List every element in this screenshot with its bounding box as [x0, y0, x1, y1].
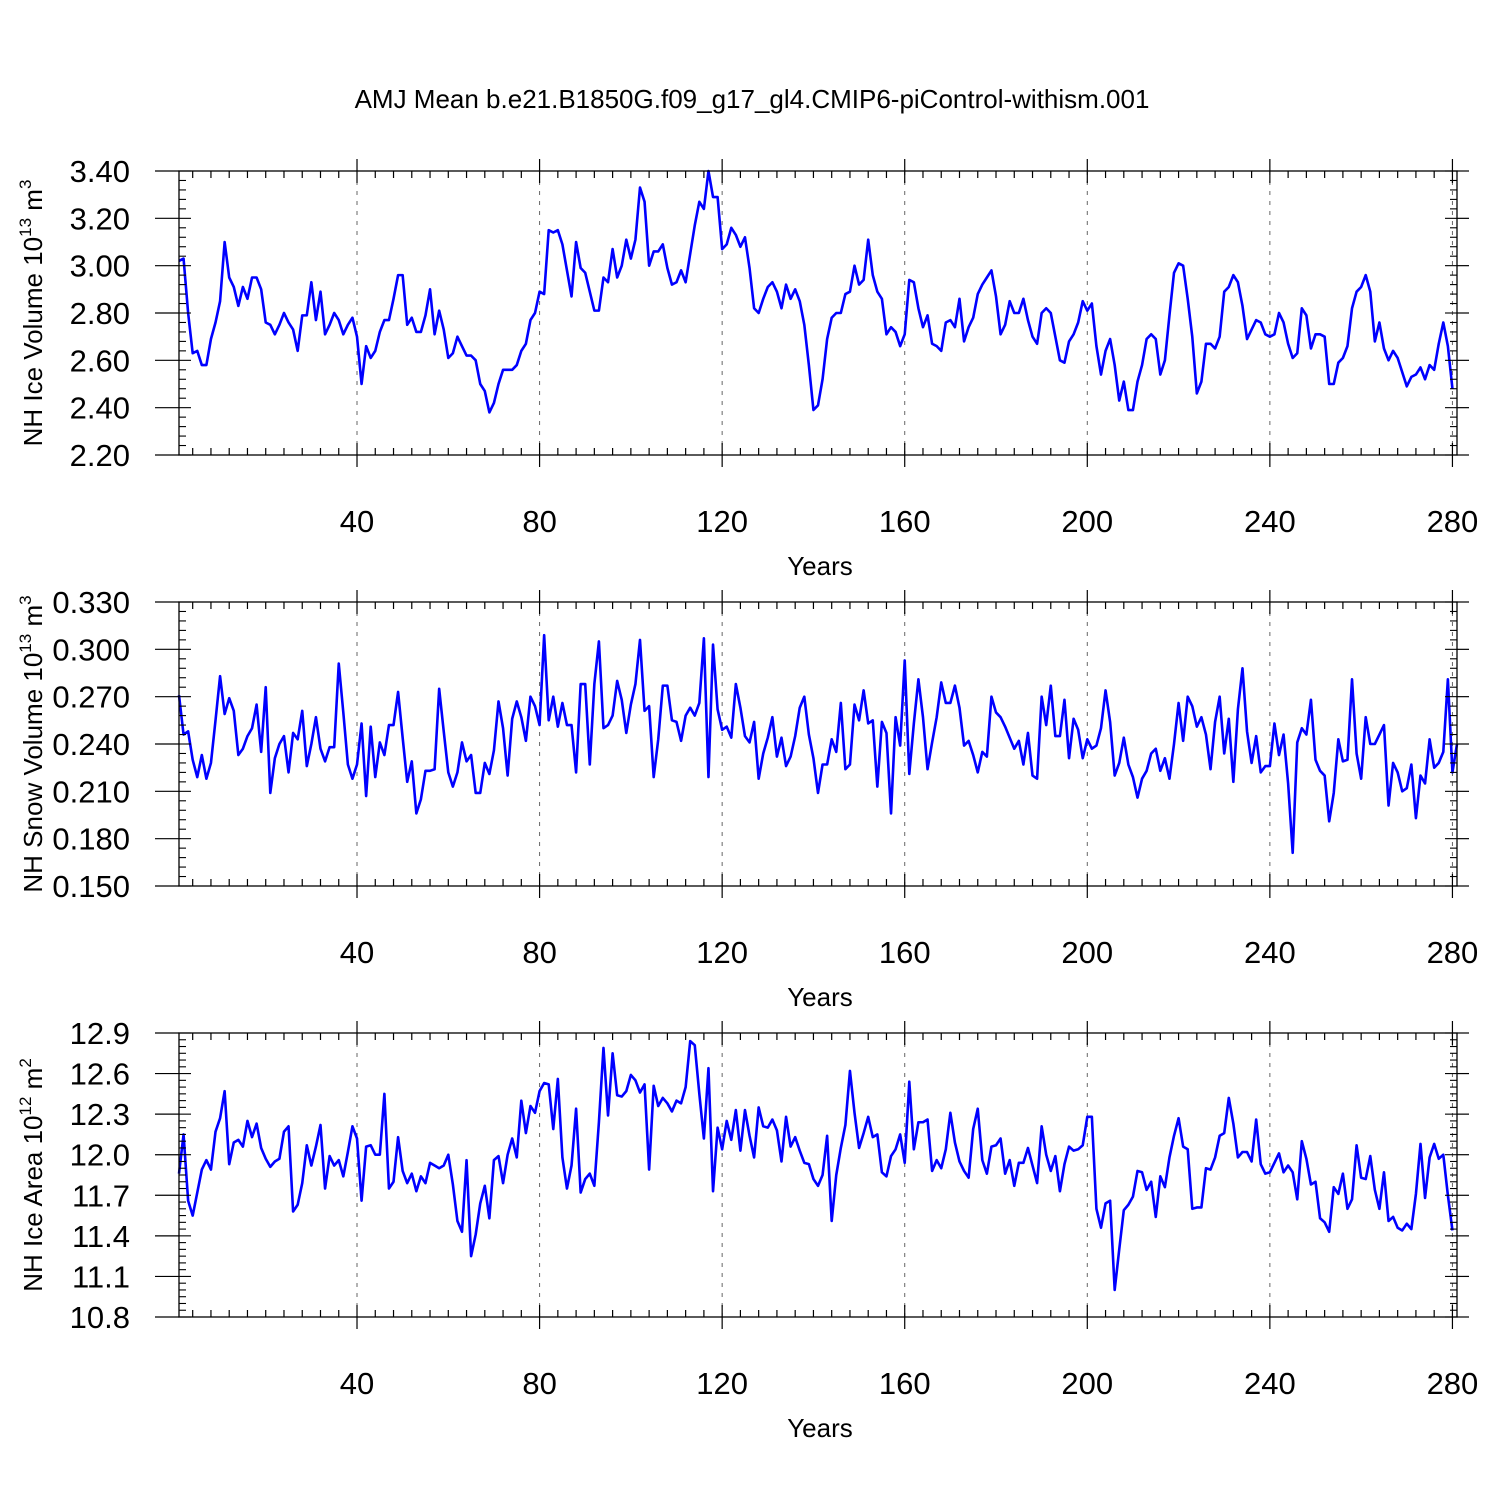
x-tick-label: 40 — [340, 504, 374, 539]
y-tick-label: 2.40 — [70, 391, 130, 426]
y-tick-label: 12.6 — [70, 1057, 130, 1092]
y-tick-label: 0.150 — [52, 869, 130, 904]
x-axis-label: Years — [787, 982, 853, 1012]
x-tick-label: 240 — [1244, 1366, 1296, 1401]
y-axis-label: NH Ice Area 1012 m2 — [16, 1058, 48, 1292]
x-tick-label: 160 — [879, 1366, 931, 1401]
y-tick-label: 0.300 — [52, 632, 130, 667]
y-axis-label-exponent: 13 — [16, 218, 35, 237]
plot-frame — [178, 1032, 1458, 1318]
x-tick-label: 80 — [522, 935, 556, 970]
series-line — [177, 633, 1459, 855]
y-tick-label: 0.210 — [52, 774, 130, 809]
y-tick-label: 11.1 — [72, 1259, 130, 1294]
x-tick-label: 120 — [696, 1366, 748, 1401]
y-tick-label: 0.330 — [52, 585, 130, 620]
x-tick-label: 280 — [1427, 1366, 1479, 1401]
x-tick-label: 280 — [1427, 504, 1479, 539]
x-tick-label: 80 — [522, 504, 556, 539]
x-tick-label: 200 — [1061, 504, 1113, 539]
series-line — [178, 169, 1454, 414]
y-tick-label: 2.60 — [70, 343, 130, 378]
series-line — [177, 1039, 1454, 1292]
y-tick-label: 11.4 — [72, 1219, 130, 1254]
chart-panel-2: 0.150 0.180 0.210 0.240 0.270 0.300 0.330 40 80 1… — [16, 585, 1478, 1012]
x-tick-label: 120 — [696, 935, 748, 970]
y-tick-label: 12.9 — [70, 1016, 130, 1051]
y-axis-label-exponent: 3 — [16, 180, 35, 189]
y-axis-label-exponent: 3 — [16, 595, 35, 604]
y-tick-label: 3.00 — [70, 249, 130, 284]
y-tick-label: 2.80 — [70, 296, 130, 331]
y-axis-label: NH Ice Volume 1013 m3 — [16, 180, 48, 447]
x-tick-label: 40 — [340, 1366, 374, 1401]
y-axis-label: NH Snow Volume 1013 m3 — [16, 595, 48, 892]
x-tick-label: 280 — [1427, 935, 1479, 970]
y-axis-label-part: NH Ice Area 10 — [18, 1115, 48, 1291]
y-tick-label: 3.20 — [70, 201, 130, 236]
x-axis-label: Years — [787, 551, 853, 581]
y-axis-label-part: NH Snow Volume 10 — [18, 653, 48, 893]
y-tick-label: 12.3 — [70, 1097, 130, 1132]
y-tick-label: 0.240 — [52, 727, 130, 762]
y-tick-label: 0.180 — [52, 822, 130, 857]
x-tick-label: 200 — [1061, 1366, 1113, 1401]
x-tick-label: 160 — [879, 504, 931, 539]
y-axis-label-exponent: 12 — [16, 1097, 35, 1116]
figure-title: AMJ Mean b.e21.B1850G.f09_g17_gl4.CMIP6-… — [355, 84, 1150, 114]
x-axis-label: Years — [787, 1413, 853, 1443]
x-tick-label: 80 — [522, 1366, 556, 1401]
plot-frame — [178, 170, 1458, 456]
y-tick-label: 0.270 — [52, 680, 130, 715]
y-tick-label: 10.8 — [70, 1300, 130, 1335]
x-tick-label: 160 — [879, 935, 931, 970]
y-axis-label-exponent: 13 — [16, 634, 35, 653]
y-tick-label: 12.0 — [70, 1138, 130, 1173]
y-tick-label: 3.40 — [70, 154, 130, 189]
y-tick-label: 11.7 — [72, 1178, 130, 1213]
y-axis-label-exponent: 2 — [16, 1058, 35, 1067]
y-axis-label-part: m — [18, 1068, 48, 1097]
x-tick-label: 40 — [340, 935, 374, 970]
x-tick-label: 240 — [1244, 935, 1296, 970]
y-axis-label-part: NH Ice Volume 10 — [18, 237, 48, 447]
chart-panel-3: 10.8 11.1 11.4 11.7 12.0 12.3 12.6 12.9 40 80 120 1… — [16, 1016, 1478, 1443]
y-tick-label: 2.20 — [70, 438, 130, 473]
x-tick-label: 120 — [696, 504, 748, 539]
y-axis-label-part: m — [18, 605, 48, 634]
x-tick-label: 200 — [1061, 935, 1113, 970]
x-tick-label: 240 — [1244, 504, 1296, 539]
y-axis-label-part: m — [18, 189, 48, 218]
chart-panel-1: 2.20 2.40 2.60 2.80 3.00 3.20 3.40 40 80 120 160 20… — [16, 154, 1478, 581]
